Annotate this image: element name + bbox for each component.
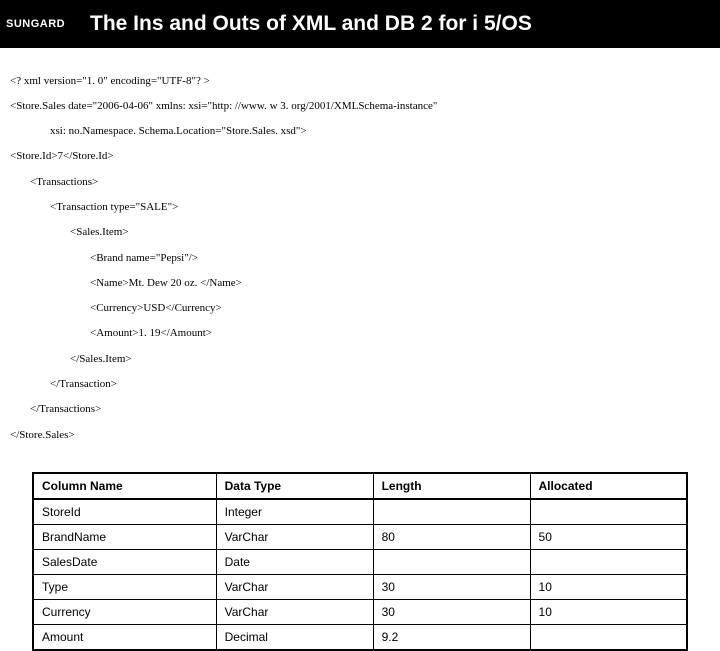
title-block: The Ins and Outs of XML and DB 2 for i 5…: [80, 0, 720, 48]
xml-line: </Transaction>: [10, 378, 710, 391]
table-row: Amount Decimal 9.2: [33, 624, 687, 650]
page-title: The Ins and Outs of XML and DB 2 for i 5…: [90, 12, 532, 36]
xml-line: xsi: no.Namespace. Schema.Location="Stor…: [10, 125, 710, 138]
xml-snippet: <? xml version="1. 0" encoding="UTF-8"? …: [0, 48, 720, 462]
xml-line: <Transaction type="SALE">: [10, 201, 710, 214]
col-header-datatype: Data Type: [216, 473, 373, 499]
cell-length: 30: [373, 574, 530, 599]
xml-line: <Currency>USD</Currency>: [10, 302, 710, 315]
schema-table-body: StoreId Integer BrandName VarChar 80 50 …: [33, 499, 687, 650]
xml-line: </Store.Sales>: [10, 429, 710, 442]
cell-data-type: Date: [216, 549, 373, 574]
xml-line: </Transactions>: [10, 403, 710, 416]
cell-length: [373, 549, 530, 574]
xml-line: <Store.Id>7</Store.Id>: [10, 150, 710, 163]
col-header-length: Length: [373, 473, 530, 499]
cell-length: 80: [373, 524, 530, 549]
cell-allocated: [530, 549, 687, 574]
cell-data-type: VarChar: [216, 574, 373, 599]
cell-data-type: VarChar: [216, 524, 373, 549]
schema-table: Column Name Data Type Length Allocated S…: [32, 472, 688, 651]
table-row: StoreId Integer: [33, 499, 687, 525]
cell-length: 30: [373, 599, 530, 624]
xml-line: <Name>Mt. Dew 20 oz. </Name>: [10, 277, 710, 290]
cell-column-name: SalesDate: [33, 549, 216, 574]
cell-column-name: StoreId: [33, 499, 216, 525]
brand-logo-text: SUNGARD: [6, 18, 65, 30]
xml-line: <Store.Sales date="2006-04-06" xmlns: xs…: [10, 100, 710, 113]
cell-allocated: 50: [530, 524, 687, 549]
col-header-allocated: Allocated: [530, 473, 687, 499]
xml-line: <Sales.Item>: [10, 226, 710, 239]
xml-line: <? xml version="1. 0" encoding="UTF-8"? …: [10, 75, 710, 88]
xml-line: <Amount>1. 19</Amount>: [10, 327, 710, 340]
cell-column-name: BrandName: [33, 524, 216, 549]
cell-data-type: VarChar: [216, 599, 373, 624]
cell-allocated: [530, 499, 687, 525]
cell-data-type: Decimal: [216, 624, 373, 650]
cell-data-type: Integer: [216, 499, 373, 525]
cell-column-name: Amount: [33, 624, 216, 650]
cell-allocated: [530, 624, 687, 650]
cell-length: [373, 499, 530, 525]
cell-length: 9.2: [373, 624, 530, 650]
col-header-name: Column Name: [33, 473, 216, 499]
table-row: Currency VarChar 30 10: [33, 599, 687, 624]
brand-logo: SUNGARD: [0, 0, 80, 48]
schema-table-wrap: Column Name Data Type Length Allocated S…: [0, 462, 720, 651]
cell-allocated: 10: [530, 574, 687, 599]
table-row: Type VarChar 30 10: [33, 574, 687, 599]
cell-allocated: 10: [530, 599, 687, 624]
header-bar: SUNGARD The Ins and Outs of XML and DB 2…: [0, 0, 720, 48]
cell-column-name: Currency: [33, 599, 216, 624]
xml-line: </Sales.Item>: [10, 353, 710, 366]
xml-line: <Brand name="Pepsi"/>: [10, 252, 710, 265]
cell-column-name: Type: [33, 574, 216, 599]
xml-line: <Transactions>: [10, 176, 710, 189]
table-row: BrandName VarChar 80 50: [33, 524, 687, 549]
table-header-row: Column Name Data Type Length Allocated: [33, 473, 687, 499]
table-row: SalesDate Date: [33, 549, 687, 574]
